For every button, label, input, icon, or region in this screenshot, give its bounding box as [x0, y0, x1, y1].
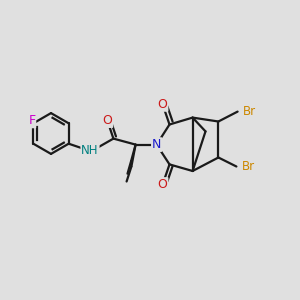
Text: O: O: [158, 98, 167, 111]
Text: N: N: [152, 138, 161, 151]
Text: F: F: [28, 114, 35, 128]
Text: O: O: [103, 114, 112, 127]
Text: Br: Br: [243, 105, 256, 118]
Text: O: O: [158, 178, 167, 191]
Text: Br: Br: [242, 160, 255, 173]
Text: NH: NH: [81, 144, 99, 157]
